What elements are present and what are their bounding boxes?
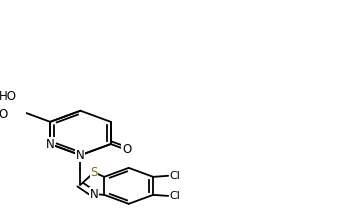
Text: N: N (76, 149, 85, 162)
Text: O: O (0, 108, 8, 121)
Text: O: O (122, 143, 131, 156)
Text: N: N (90, 188, 98, 201)
Text: HO: HO (0, 91, 17, 104)
Text: S: S (90, 166, 98, 179)
Text: Cl: Cl (170, 191, 181, 201)
Text: Cl: Cl (170, 171, 181, 181)
Text: N: N (46, 138, 55, 151)
